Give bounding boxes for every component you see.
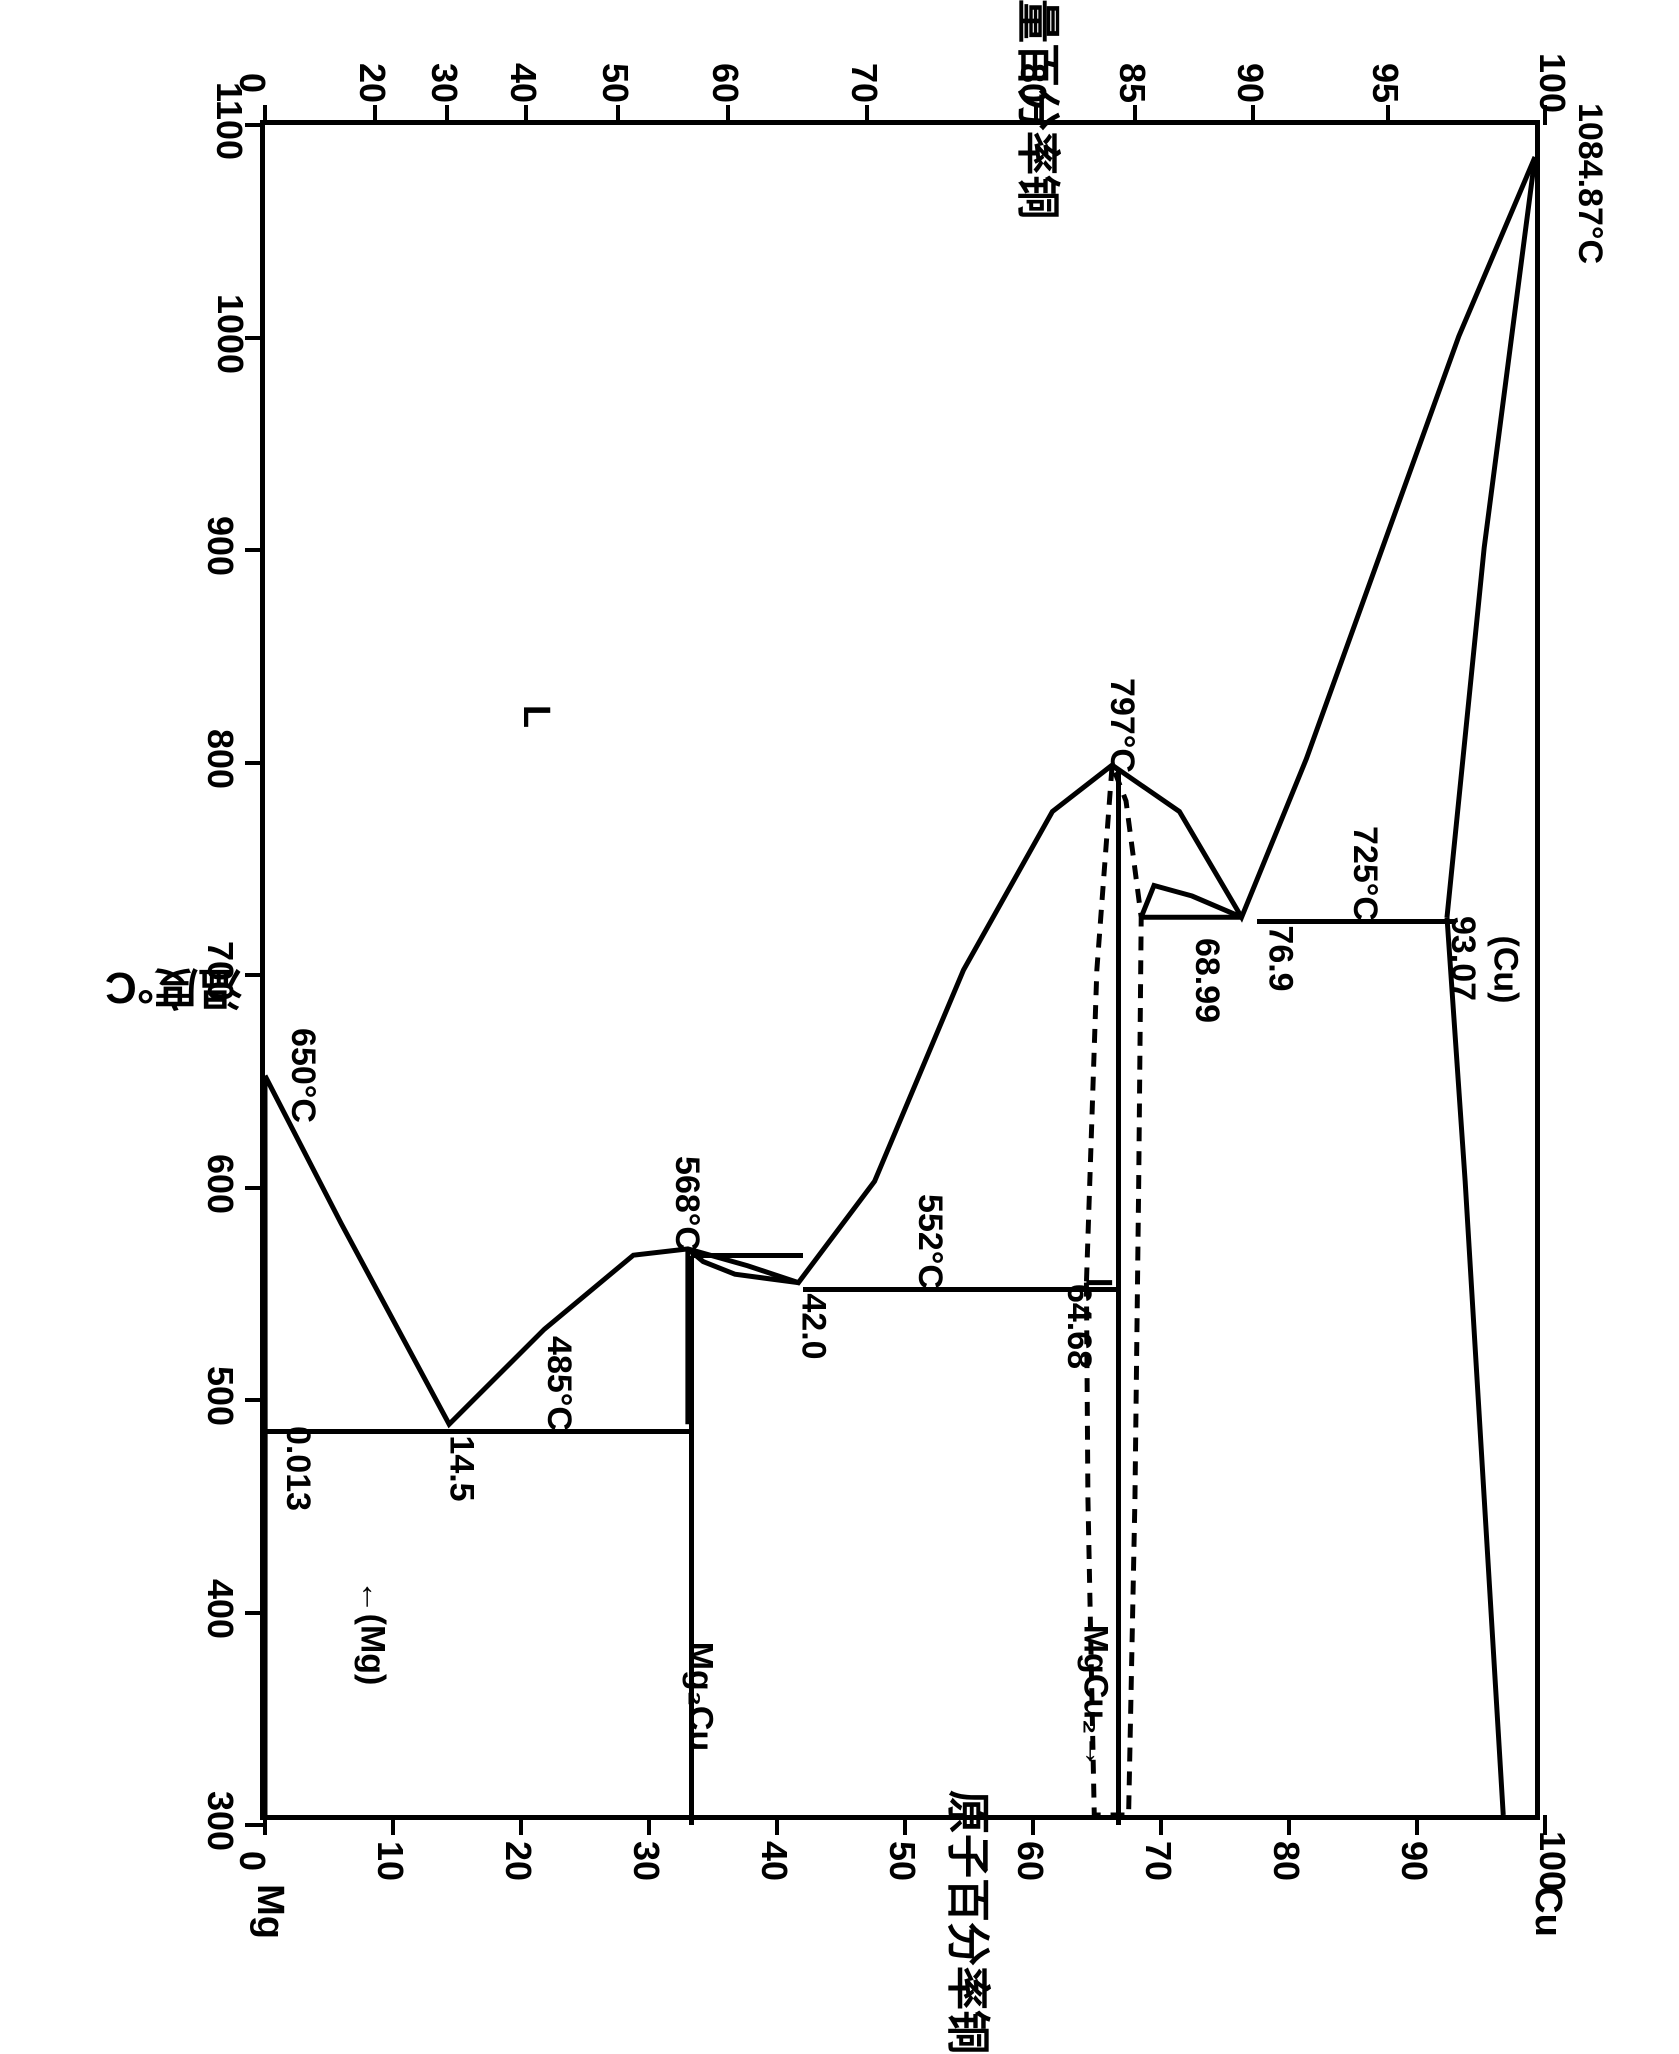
x-bottom-tick-label: 30 [625,1841,667,1881]
x-top-tick [445,105,449,125]
chart-annotation: 42.0 [793,1293,832,1359]
y-tick-label: 500 [199,1366,241,1426]
chart-annotation: Mg₂Cu [680,1641,719,1751]
y-tick-label: 1000 [209,293,251,373]
y-tick [245,548,265,552]
chart-annotation: ←(Mg) [352,1580,391,1686]
x-top-tick-label: 40 [502,63,544,103]
x-bottom-tick [1415,1815,1419,1835]
chart-curves [265,125,1535,1815]
x-bottom-tick [903,1815,907,1835]
x-top-tick-label: 20 [351,63,393,103]
x-bottom-tick-label: 10 [369,1841,411,1881]
y-tick-label: 300 [199,1791,241,1851]
chart-annotation: 76.9 [1260,926,1299,992]
x-bottom-tick [1287,1815,1291,1835]
x-bottom-tick-label: 90 [1393,1841,1435,1881]
x-top-tick [726,105,730,125]
curve [1447,917,1503,1815]
chart-annotation: 1084.87°C [1570,103,1609,264]
chart-annotation: 797°C [1102,678,1141,773]
chart-annotation: 68.99 [1187,938,1226,1023]
x-top-tick-label: 60 [704,63,746,103]
y-tick [245,1398,265,1402]
x-top-tick [1386,105,1390,125]
y-tick-label: 400 [199,1578,241,1638]
y-tick-label: 600 [199,1153,241,1213]
x-bottom-tick-label: 50 [881,1841,923,1881]
x-bottom-tick-label: 40 [753,1841,795,1881]
x-bottom-tick-label: 60 [1009,1841,1051,1881]
x-bottom-tick [647,1815,651,1835]
x-bottom-tick [391,1815,395,1835]
chart-annotation: 725°C [1345,826,1384,921]
x-bottom-tick-label: 20 [497,1841,539,1881]
y-tick [245,761,265,765]
x-top-tick [524,105,528,125]
x-bottom-tick-label: 80 [1265,1841,1307,1881]
curve [1141,886,1241,918]
isotherm [265,1429,691,1434]
x-bottom-tick-label: 70 [1137,1841,1179,1881]
x-top-tick [373,105,377,125]
y-tick-label: 1100 [208,82,250,160]
x-bottom-tick [1031,1815,1035,1835]
x-top-tick-label: 50 [594,63,636,103]
chart-annotation: 650°C [283,1028,322,1123]
x-top-tick-label: 70 [843,63,885,103]
chart-annotation: (Cu) [1485,936,1524,1004]
end-label-mg: Mg [248,1884,291,1939]
chart-annotation: MgCu₂→ [1075,1624,1114,1768]
chart-annotation: 93.07 [1443,916,1482,1001]
x-bottom-tick-label: 100 [1531,1831,1573,1891]
x-top-tick [263,105,267,125]
x-bottom-tick [263,1815,267,1835]
top-axis-title: 重量百分率铜 [1010,0,1074,219]
y-tick-label: 700 [199,941,241,1001]
chart-annotation: 64.68 [1059,1284,1098,1369]
y-tick [245,1823,265,1827]
isotherm [691,1253,802,1258]
curve [1447,157,1535,917]
y-tick [245,1186,265,1190]
x-top-tick-label: 95 [1364,63,1406,103]
x-bottom-tick [1159,1815,1163,1835]
x-bottom-tick [775,1815,779,1835]
curve [265,157,1535,1424]
chart-annotation: 485°C [539,1336,578,1431]
x-top-tick [1133,105,1137,125]
x-top-tick-label: 80 [1012,63,1054,103]
chart-annotation: 568°C [667,1156,706,1251]
chart-annotation: L [514,705,557,728]
x-top-tick-label: 90 [1229,63,1271,103]
x-top-tick-label: 0 [231,73,273,93]
x-top-tick-label: 30 [423,63,465,103]
x-top-tick-label: 100 [1531,53,1573,113]
y-tick-label: 800 [199,728,241,788]
compound-line [1116,769,1121,1825]
x-top-tick [616,105,620,125]
y-tick [245,1611,265,1615]
x-top-tick [865,105,869,125]
chart-annotation: 14.5 [441,1436,480,1502]
phase-diagram-chart [260,120,1540,1820]
x-top-tick-label: 85 [1111,63,1153,103]
x-bottom-tick [519,1815,523,1835]
x-top-tick [1251,105,1255,125]
chart-annotation: 0.013 [278,1426,317,1511]
end-label-cu: Cu [1526,1886,1569,1937]
y-tick [245,973,265,977]
chart-annotation: 552°C [910,1194,949,1289]
bottom-axis-title: 原子百分率铜 [940,1790,1004,2054]
y-tick-label: 900 [199,516,241,576]
x-bottom-tick-label: 0 [231,1851,273,1871]
